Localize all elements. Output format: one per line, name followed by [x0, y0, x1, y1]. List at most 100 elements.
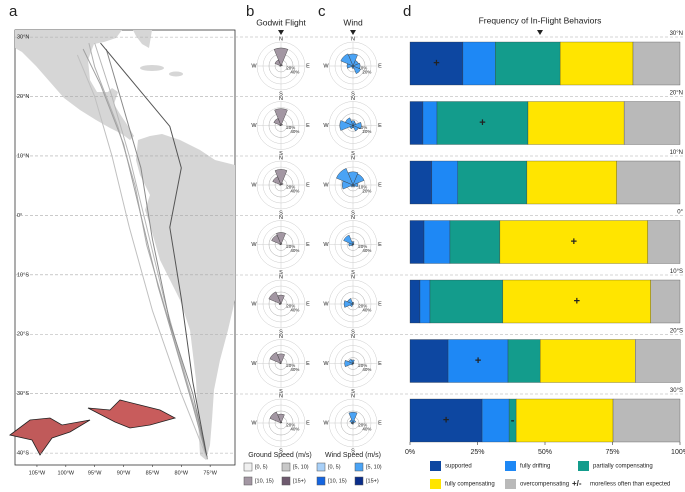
bar-segment: [429, 279, 504, 324]
legend-title: Ground Speed (m/s): [248, 452, 311, 459]
rose-tick-label: 20%: [286, 184, 295, 189]
rose-tick-label: 20%: [286, 303, 295, 308]
rose-petal: [339, 120, 354, 131]
bar-segment: [612, 398, 681, 443]
rose-direction: N: [279, 334, 283, 340]
legend-label: supported: [445, 464, 472, 470]
rose-petal: [280, 421, 283, 424]
bar-segment: [409, 220, 425, 264]
cuba: [140, 65, 164, 71]
category-label: 10°S: [670, 269, 683, 275]
florida: [133, 30, 152, 48]
bar-segment: [481, 398, 510, 443]
bar-segment: [559, 41, 634, 86]
rose-direction: N: [351, 155, 355, 161]
rose-petal: [352, 419, 357, 424]
legend-swatch: [281, 462, 291, 472]
rose-tick-label: 40%: [290, 427, 299, 432]
rose-direction: S: [351, 91, 355, 97]
x-tick-label: 100°W: [58, 470, 75, 476]
legend-swatch: [578, 461, 589, 471]
rose-direction: W: [251, 182, 257, 188]
panel-title: Wind: [343, 17, 363, 27]
rose-tick-label: 40%: [290, 308, 299, 313]
legend-swatch: [243, 462, 253, 472]
y-tick-label: 10°N: [17, 153, 29, 159]
bird-illustration: [9, 399, 177, 456]
rose-tick-label: 40%: [290, 248, 299, 253]
significance-mark: +: [479, 117, 485, 129]
rose-direction: W: [251, 242, 257, 248]
plot-layer: a 30°N 20°N 10°N 0° 10°S 20°S 30°S 40°S 105°W 100°…: [9, 3, 685, 489]
bar-segment: [409, 160, 433, 205]
y-tick-label: 10°S: [17, 272, 29, 278]
x-tick-label: 100%: [671, 449, 685, 456]
rose-direction: W: [323, 123, 329, 129]
category-label: 0°: [677, 210, 683, 216]
bar-segment: [526, 160, 617, 205]
rose-petal: [273, 118, 282, 126]
rose-direction: N: [279, 274, 283, 280]
rose-tick-label: 20%: [286, 125, 295, 130]
panel-letter: d: [403, 3, 411, 20]
rose-tick-ring: [346, 238, 360, 251]
rose-direction: E: [378, 301, 382, 307]
rose-direction: S: [351, 448, 355, 454]
significance-mark: +: [443, 414, 449, 426]
rose-direction: E: [306, 182, 310, 188]
bar-segment: [635, 339, 681, 383]
bar-segment: [539, 339, 636, 383]
bar-segment: [527, 101, 625, 145]
rose-direction: S: [351, 151, 355, 157]
rose-petal: [268, 291, 282, 305]
rose-direction: W: [251, 420, 257, 426]
rose-direction: E: [306, 361, 310, 367]
category-label: 30°S: [670, 388, 683, 394]
legend-swatch: [316, 462, 326, 472]
rose-tick-label: 40%: [290, 70, 299, 75]
rose-direction: S: [279, 91, 283, 97]
rose-direction: N: [279, 215, 283, 221]
flight-track: [88, 42, 208, 460]
rose-direction: S: [279, 389, 283, 395]
bird: [9, 417, 91, 456]
legend-label: [5, 10): [366, 464, 382, 470]
bar-segment: [499, 220, 649, 264]
legend-label: fully compensating: [445, 482, 495, 488]
title-marker: [537, 30, 543, 35]
rose-direction: W: [251, 123, 257, 129]
rose-petal: [344, 360, 354, 367]
bar-segment: [409, 101, 424, 145]
rose-tick-label: 20%: [358, 422, 367, 427]
bar-segment: [632, 41, 681, 86]
rose-petal: [340, 53, 354, 67]
rose-direction: N: [351, 334, 355, 340]
significance-mark: +: [475, 355, 481, 367]
rose-direction: N: [279, 393, 283, 399]
category-label: 10°N: [670, 150, 683, 156]
rose-petal: [351, 65, 355, 69]
bar-segment: [436, 101, 529, 145]
rose-petal: [276, 232, 286, 246]
rose-direction: E: [378, 182, 382, 188]
legend-label: [10, 15): [328, 478, 347, 484]
rose-tick-ring: [268, 351, 294, 376]
significance-mark: +: [433, 57, 439, 69]
bar-segment: [623, 101, 681, 145]
legend-swatch: [281, 476, 291, 486]
bar-segment: [409, 41, 464, 86]
rose-direction: S: [351, 210, 355, 216]
bar-segment: [502, 279, 651, 324]
x-tick-label: 25%: [470, 449, 484, 456]
rose-petal: [273, 47, 289, 67]
y-tick-label: 30°S: [17, 391, 29, 397]
legend-swatch: [505, 479, 516, 489]
legend-swatch: [354, 476, 364, 486]
legend-label: more/less often than expected: [590, 482, 670, 488]
rose-petal: [274, 59, 282, 67]
bar-segment: [449, 220, 501, 264]
rose-petal: [343, 300, 354, 308]
rose-petal: [280, 123, 283, 126]
rose-petal: [280, 64, 283, 67]
